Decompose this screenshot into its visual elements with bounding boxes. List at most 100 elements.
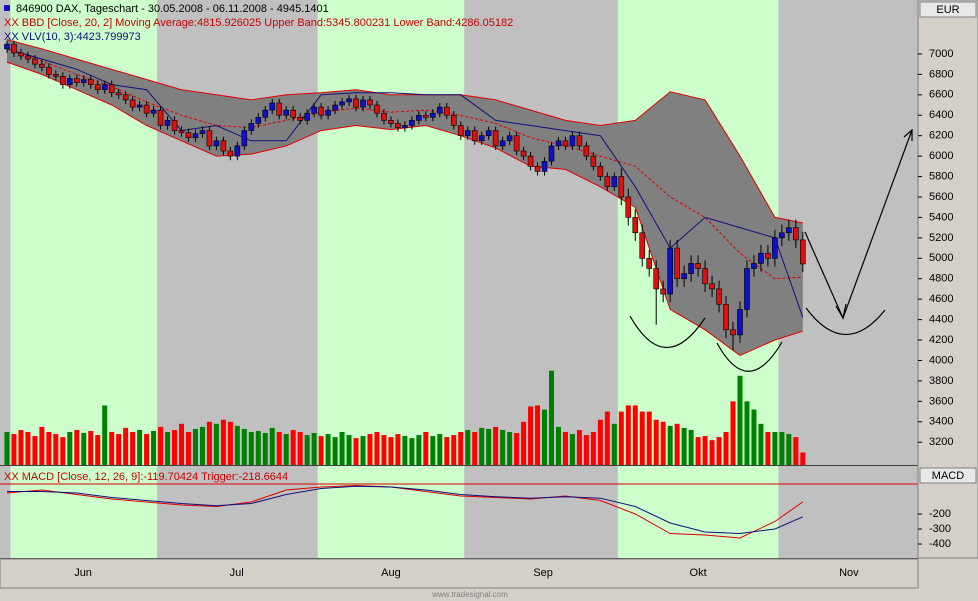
volume-bar: [744, 401, 750, 465]
volume-bar: [667, 425, 673, 465]
indicator-label: XX VLV(10, 3):4423.799973: [4, 31, 141, 43]
volume-bar: [562, 431, 568, 465]
candle-body: [471, 130, 478, 142]
volume-bar: [618, 411, 624, 465]
candle-body: [122, 94, 129, 101]
volume-bar: [185, 431, 191, 465]
candle-body: [772, 237, 778, 259]
volume-bar: [569, 434, 575, 465]
volume-bar: [632, 405, 638, 465]
volume-bar: [227, 421, 233, 465]
candle-body: [60, 76, 66, 85]
y-tick-label: 5000: [929, 252, 953, 264]
volume-bar: [46, 431, 52, 465]
volume-bar: [709, 440, 715, 465]
y-tick-label: 6200: [929, 130, 953, 142]
volume-bar: [674, 423, 680, 465]
candle-body: [87, 79, 94, 85]
price-axis-label: EUR: [936, 4, 959, 16]
candle-body: [318, 106, 324, 116]
candle-body: [185, 132, 192, 139]
volume-bar: [116, 434, 122, 465]
candle-body: [758, 252, 764, 264]
volume-bar: [737, 375, 743, 465]
candle-body: [367, 99, 373, 106]
candle-body: [360, 99, 366, 108]
candle-body: [248, 123, 255, 131]
candle-body: [751, 263, 757, 269]
candle-body: [227, 150, 234, 157]
band-fill: [6, 39, 803, 356]
candle-body: [192, 133, 199, 139]
candle-body: [423, 114, 429, 118]
volume-bar: [409, 438, 415, 465]
y-tick-label: 6400: [929, 109, 953, 121]
volume-bar: [248, 431, 254, 465]
volume-bar: [25, 431, 31, 465]
candle-body: [262, 109, 269, 118]
y-tick-label: 4000: [929, 354, 953, 366]
volume-bar: [800, 452, 806, 465]
volume-bar: [109, 431, 115, 465]
volume-bar: [758, 423, 764, 465]
volume-bar: [597, 419, 603, 465]
y-tick-label: 5200: [929, 232, 953, 244]
x-tick-label: Jul: [230, 567, 244, 579]
candle-body: [583, 145, 590, 157]
candle-body: [779, 232, 785, 239]
candle-body: [297, 116, 303, 121]
candle-body: [46, 66, 52, 75]
candle-body: [430, 112, 436, 118]
candle-body: [67, 78, 73, 85]
candle-body: [108, 84, 115, 94]
volume-bar: [604, 411, 610, 465]
volume-bar: [472, 431, 478, 465]
volume-bar: [458, 431, 464, 465]
y-tick-label: -200: [929, 508, 951, 520]
candle-body: [402, 125, 408, 128]
candle-body: [604, 176, 611, 188]
volume-bar: [583, 435, 589, 465]
candle-body: [339, 101, 345, 106]
axis-label-box: [919, 467, 977, 484]
candle-body: [115, 92, 122, 96]
volume-bar: [276, 431, 282, 465]
volume-bar: [723, 431, 729, 465]
candle-body: [171, 120, 178, 131]
candle-body: [443, 106, 450, 116]
y-tick-label: 3800: [929, 375, 953, 387]
candle-body: [555, 140, 562, 147]
volume-bar: [695, 437, 701, 465]
volume-bar: [444, 437, 450, 465]
candle-body: [178, 130, 185, 133]
volume-bar: [81, 433, 87, 465]
candle-body: [94, 84, 101, 91]
candle-body: [765, 252, 771, 259]
volume-bar: [730, 401, 736, 465]
right-axis-bg: [917, 0, 978, 559]
volume-bar: [493, 426, 499, 465]
candle-body: [667, 247, 673, 295]
candle-body: [576, 135, 583, 147]
y-tick-label: 6000: [929, 150, 953, 162]
volume-bar: [507, 431, 513, 465]
volume-bar: [535, 405, 541, 465]
volume-bar: [395, 434, 401, 465]
candle-body: [548, 145, 555, 162]
annotation-arc: [629, 315, 706, 348]
macd-title: XX MACD [Close, 12, 26, 9]:-119.70424 Tr…: [4, 471, 288, 483]
candle-body: [388, 120, 394, 124]
candle-body: [632, 217, 639, 234]
candle-body: [513, 135, 520, 152]
volume-bar: [53, 434, 59, 465]
volume-bar: [311, 433, 317, 465]
volume-bar: [67, 431, 73, 465]
candle-body: [150, 109, 157, 114]
volume-bar: [353, 438, 359, 465]
candle-body: [450, 114, 457, 126]
candle-body: [73, 78, 80, 83]
volume-bar: [11, 434, 17, 465]
candle-body: [541, 160, 548, 172]
y-tick-label: 4600: [929, 293, 953, 305]
